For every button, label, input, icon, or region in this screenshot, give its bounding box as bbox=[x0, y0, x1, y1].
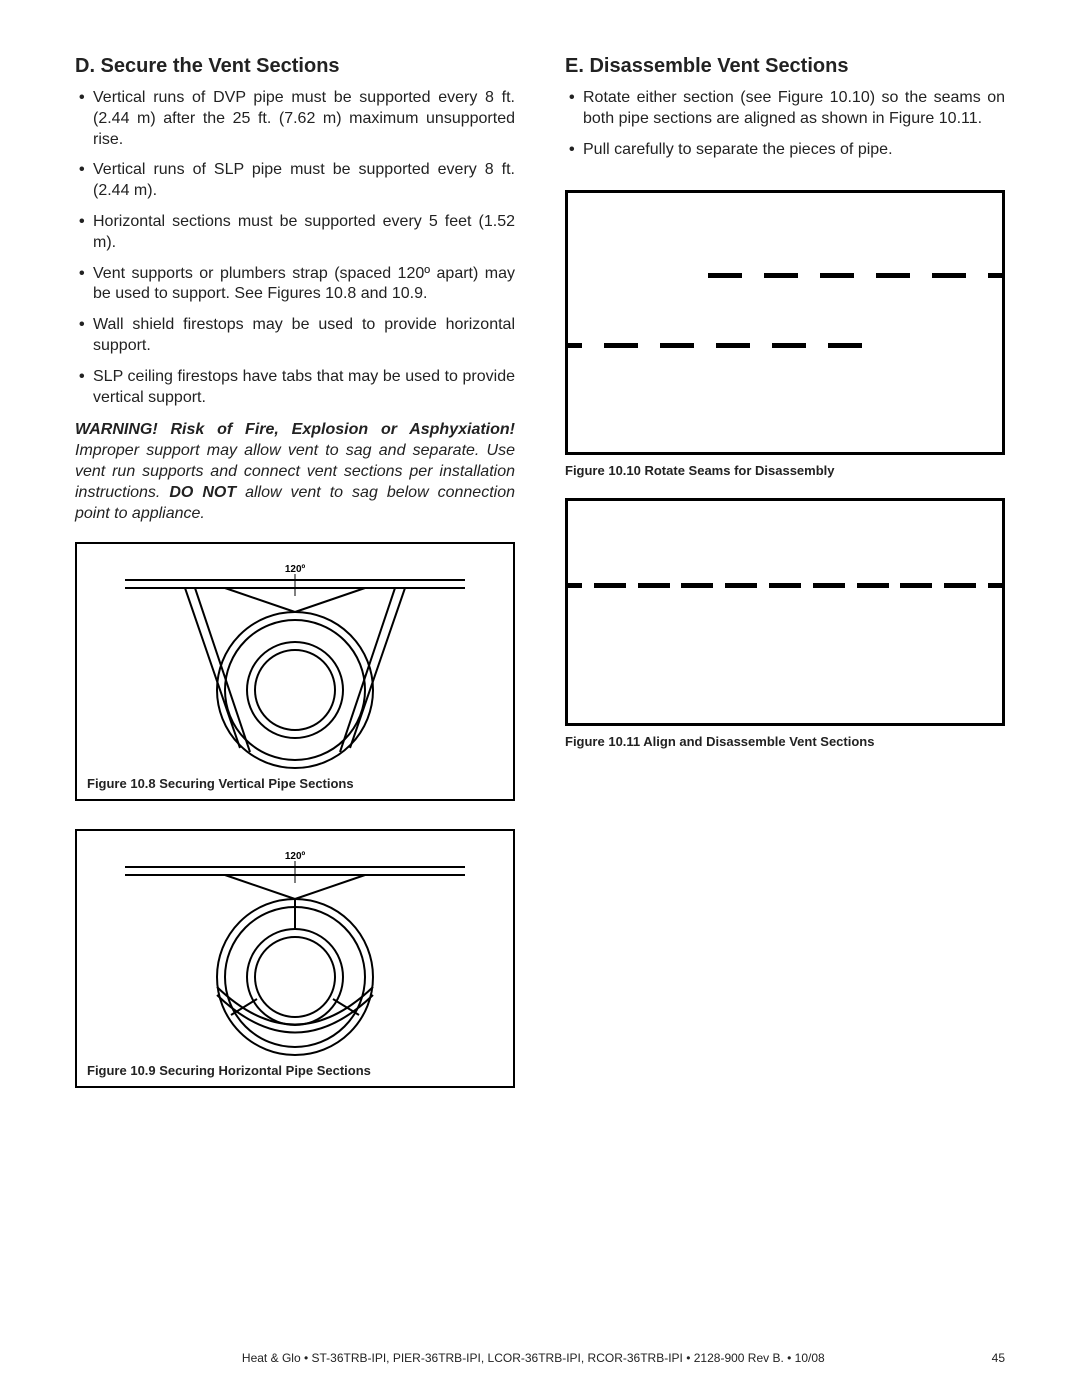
bullet: Vent supports or plumbers strap (spaced … bbox=[75, 264, 515, 306]
footer-center: Heat & Glo • ST-36TRB-IPI, PIER-36TRB-IP… bbox=[242, 1351, 825, 1365]
angle-label-108: 120º bbox=[285, 564, 306, 575]
warning-title: WARNING! Risk of Fire, Explosion or Asph… bbox=[75, 421, 515, 438]
bullet: Vertical runs of SLP pipe must be suppor… bbox=[75, 160, 515, 202]
bullet: Rotate either section (see Figure 10.10)… bbox=[565, 88, 1005, 130]
figure-10-10 bbox=[565, 190, 1005, 455]
left-column: D. Secure the Vent Sections Vertical run… bbox=[75, 55, 515, 1116]
figure-10-9: 120º Figure 10.9 Securing Horizontal Pip… bbox=[75, 829, 515, 1088]
figure-10-11-caption: Figure 10.11 Align and Disassemble Vent … bbox=[565, 734, 1005, 749]
figure-10-9-caption: Figure 10.9 Securing Horizontal Pipe Sec… bbox=[87, 1063, 503, 1078]
bullet: Horizontal sections must be supported ev… bbox=[75, 212, 515, 254]
bullet: Wall shield firestops may be used to pro… bbox=[75, 315, 515, 357]
bullet: SLP ceiling firestops have tabs that may… bbox=[75, 367, 515, 409]
figure-10-8-svg: 120º bbox=[105, 550, 485, 770]
figure-10-8-caption: Figure 10.8 Securing Vertical Pipe Secti… bbox=[87, 776, 503, 791]
page-footer: Heat & Glo • ST-36TRB-IPI, PIER-36TRB-IP… bbox=[75, 1351, 1005, 1365]
figure-10-10-caption: Figure 10.10 Rotate Seams for Disassembl… bbox=[565, 463, 1005, 478]
angle-label-109: 120º bbox=[285, 851, 306, 862]
section-d-heading: D. Secure the Vent Sections bbox=[75, 55, 515, 78]
figure-10-9-svg: 120º bbox=[105, 837, 485, 1057]
warning-donot: DO NOT bbox=[169, 484, 236, 501]
section-e-bullets: Rotate either section (see Figure 10.10)… bbox=[565, 88, 1005, 160]
bullet: Pull carefully to separate the pieces of… bbox=[565, 140, 1005, 161]
footer-page-number: 45 bbox=[992, 1351, 1005, 1365]
figure-10-11 bbox=[565, 498, 1005, 726]
warning-paragraph: WARNING! Risk of Fire, Explosion or Asph… bbox=[75, 420, 515, 524]
section-e-heading: E. Disassemble Vent Sections bbox=[565, 55, 1005, 78]
right-column: E. Disassemble Vent Sections Rotate eith… bbox=[565, 55, 1005, 1116]
bullet: Vertical runs of DVP pipe must be suppor… bbox=[75, 88, 515, 150]
section-d-bullets: Vertical runs of DVP pipe must be suppor… bbox=[75, 88, 515, 408]
figure-10-8: 120º Figure 10.8 Securing Vertical Pipe … bbox=[75, 542, 515, 801]
